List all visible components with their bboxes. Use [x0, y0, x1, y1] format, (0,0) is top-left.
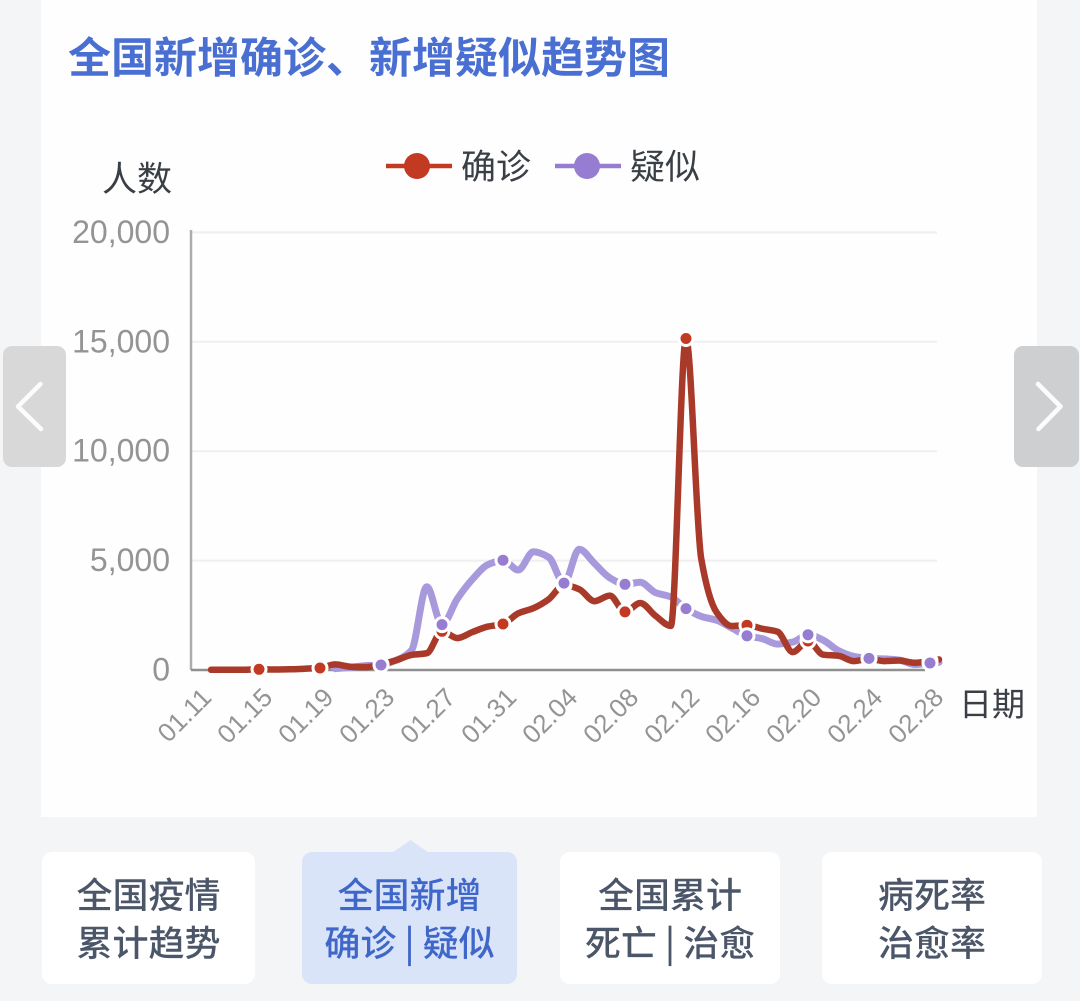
svg-text:20,000: 20,000 — [72, 214, 170, 250]
svg-text:10,000: 10,000 — [72, 433, 170, 469]
svg-text:5,000: 5,000 — [90, 542, 170, 578]
svg-text:15,000: 15,000 — [72, 323, 170, 359]
svg-text:0: 0 — [152, 652, 170, 688]
